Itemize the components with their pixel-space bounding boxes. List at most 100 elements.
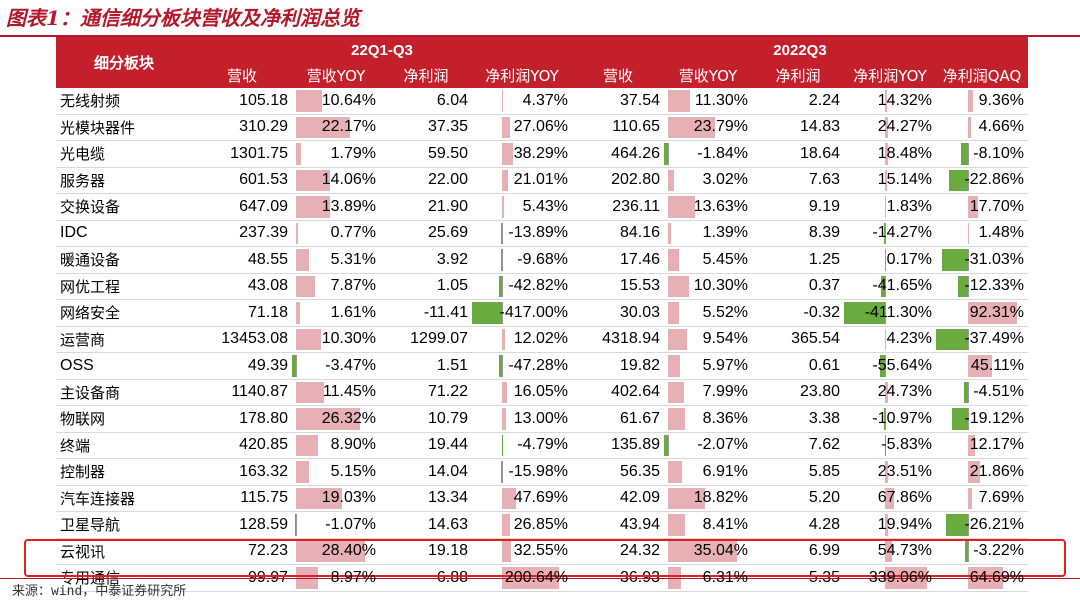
cell-value: 71.18 bbox=[192, 299, 292, 327]
cell-value: 19.82 bbox=[572, 352, 664, 380]
cell-value: 11.45% bbox=[322, 383, 376, 401]
yoy-cell: -19.12% bbox=[936, 405, 1028, 433]
cell-value: 15.14% bbox=[877, 171, 932, 189]
data-bar bbox=[296, 567, 319, 589]
col-header: 营收 bbox=[192, 63, 292, 88]
cell-value: 339.06% bbox=[868, 568, 932, 586]
data-bar bbox=[668, 275, 689, 297]
cell-value: -47.28% bbox=[508, 356, 568, 374]
bar-axis bbox=[968, 275, 970, 297]
data-bar bbox=[668, 461, 682, 483]
yoy-cell: 47.69% bbox=[472, 485, 572, 512]
cell-value: -14.27% bbox=[872, 224, 932, 242]
data-bar bbox=[295, 514, 297, 536]
segment-name: 光模块器件 bbox=[56, 114, 192, 141]
yoy-cell: -411.30% bbox=[844, 299, 936, 327]
cell-value: -10.97% bbox=[872, 409, 932, 427]
data-bar bbox=[668, 90, 691, 112]
yoy-cell: -4.51% bbox=[936, 379, 1028, 406]
data-bar bbox=[968, 434, 975, 456]
data-bar bbox=[668, 169, 675, 191]
data-bar bbox=[885, 169, 888, 191]
data-bar bbox=[885, 381, 889, 403]
yoy-cell: -10.97% bbox=[844, 405, 936, 433]
data-bar bbox=[296, 116, 350, 138]
cell-value: 3.02% bbox=[702, 171, 748, 189]
cell-value: 72.23 bbox=[192, 538, 292, 565]
data-bar bbox=[501, 222, 502, 244]
yoy-cell: 12.02% bbox=[472, 326, 572, 353]
yoy-cell: 45.11% bbox=[936, 352, 1028, 380]
cell-value: 21.90 bbox=[380, 193, 472, 221]
data-bar bbox=[502, 90, 504, 112]
cell-value: 18.82% bbox=[693, 489, 748, 507]
table-row: 无线射频 105.18 10.64% 6.04 4.37% 37.54 11.30% 2.24… bbox=[56, 88, 1028, 115]
cell-value: 5.85 bbox=[752, 458, 844, 486]
cell-value: 13.89% bbox=[321, 197, 376, 215]
cell-value: 14.63 bbox=[380, 511, 472, 539]
data-bar bbox=[472, 302, 502, 324]
data-bar bbox=[881, 275, 886, 297]
yoy-cell: -12.33% bbox=[936, 273, 1028, 300]
bar-axis bbox=[968, 169, 970, 191]
yoy-cell: 200.64% bbox=[472, 564, 572, 592]
cell-value: 23.79% bbox=[693, 118, 748, 136]
data-bar bbox=[885, 461, 889, 483]
cell-value: 21.01% bbox=[513, 171, 568, 189]
bar-axis bbox=[885, 196, 887, 218]
yoy-cell: 0.17% bbox=[844, 246, 936, 274]
cell-value: 9.19 bbox=[752, 193, 844, 221]
cell-value: 99.97 bbox=[192, 564, 292, 592]
cell-value: 26.85% bbox=[513, 515, 568, 533]
col-header: 净利润YOY bbox=[472, 63, 572, 88]
cell-value: 19.03% bbox=[321, 489, 376, 507]
yoy-cell: 15.14% bbox=[844, 167, 936, 194]
yoy-cell: 19.03% bbox=[292, 485, 380, 512]
data-bar bbox=[668, 381, 685, 403]
cell-value: 61.67 bbox=[572, 405, 664, 433]
yoy-cell: -3.22% bbox=[936, 538, 1028, 565]
yoy-cell: 4.37% bbox=[472, 88, 572, 115]
bar-axis bbox=[885, 434, 887, 456]
cell-value: -1.07% bbox=[325, 515, 376, 533]
col-header: 营收YOY bbox=[664, 63, 752, 88]
data-bar bbox=[968, 355, 993, 377]
yoy-cell: 35.04% bbox=[664, 538, 752, 565]
yoy-cell: 67.86% bbox=[844, 485, 936, 512]
data-bar bbox=[668, 514, 685, 536]
yoy-cell: 8.36% bbox=[664, 405, 752, 433]
yoy-cell: 14.32% bbox=[844, 88, 936, 115]
data-bar bbox=[296, 169, 331, 191]
table-row: 服务器 601.53 14.06% 22.00 21.01% 202.80 3.02% 7.6… bbox=[56, 167, 1028, 194]
yoy-cell: -2.07% bbox=[664, 432, 752, 459]
data-bar bbox=[292, 355, 297, 377]
yoy-cell: -15.98% bbox=[472, 458, 572, 486]
data-bar bbox=[296, 487, 343, 509]
cell-value: 420.85 bbox=[192, 432, 292, 459]
data-bar bbox=[502, 487, 516, 509]
cell-value: 43.94 bbox=[572, 511, 664, 539]
yoy-cell: 26.85% bbox=[472, 511, 572, 539]
yoy-cell: 32.55% bbox=[472, 538, 572, 565]
table-row: 物联网 178.80 26.32% 10.79 13.00% 61.67 8.36% 3.38… bbox=[56, 405, 1028, 433]
data-bar bbox=[844, 302, 886, 324]
col-header: 净利润 bbox=[752, 63, 844, 88]
data-bar bbox=[668, 328, 688, 350]
bar-axis bbox=[968, 249, 970, 271]
data-bar bbox=[296, 249, 310, 271]
data-bar bbox=[502, 514, 510, 536]
cell-value: 202.80 bbox=[572, 167, 664, 194]
cell-value: 237.39 bbox=[192, 220, 292, 247]
yoy-cell: -8.10% bbox=[936, 140, 1028, 168]
cell-value: -5.83% bbox=[881, 436, 932, 454]
segment-name: 云视讯 bbox=[56, 538, 192, 565]
cell-value: 5.45% bbox=[702, 250, 748, 268]
cell-value: 92.31% bbox=[969, 303, 1024, 321]
cell-value: 14.06% bbox=[321, 171, 376, 189]
bar-axis bbox=[502, 222, 503, 244]
data-bar bbox=[668, 196, 696, 218]
col-header: 营收 bbox=[572, 63, 664, 88]
cell-value: 6.88 bbox=[380, 564, 472, 592]
cell-value: 0.77% bbox=[330, 224, 376, 242]
col-header: 净利润YOY bbox=[844, 63, 936, 88]
